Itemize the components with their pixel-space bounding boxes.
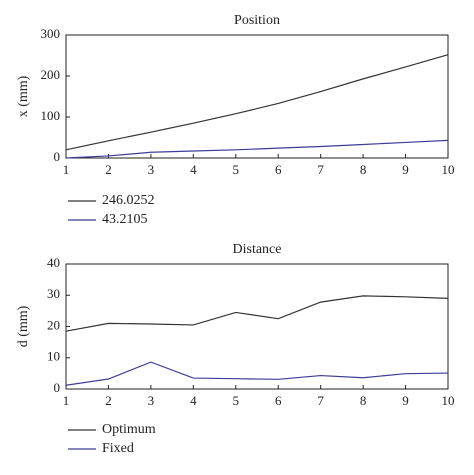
x-tick-label: 10 [442,162,455,177]
x-tick-label: 2 [105,162,112,177]
legend-label: Fixed [102,441,134,456]
series-line [65,361,449,386]
y-tick-label: 0 [54,380,61,395]
x-tick-label: 1 [63,162,70,177]
y-tick-label: 30 [47,286,60,301]
legend-label: 246.0252 [102,193,155,208]
y-tick-label: 300 [41,26,61,41]
x-tick-label: 10 [442,393,455,408]
x-tick-label: 9 [402,393,409,408]
legend-label: Optimum [102,422,156,437]
y-tick-label: 200 [41,67,61,82]
y-tick-label: 10 [47,349,60,364]
x-tick-label: 6 [275,393,282,408]
plot-frame [65,263,449,390]
x-tick-label: 3 [148,393,155,408]
x-tick-label: 8 [360,393,367,408]
x-tick-label: 6 [275,162,282,177]
x-tick-label: 1 [63,393,70,408]
chart-title: Distance [233,242,282,257]
x-tick-label: 9 [402,162,409,177]
legend-label: 43.2105 [102,212,148,227]
y-tick-label: 20 [47,317,60,332]
x-tick-label: 4 [190,393,197,408]
y-tick-label: 100 [41,108,61,123]
x-tick-label: 8 [360,162,367,177]
y-axis-label: x (mm) [16,75,31,117]
x-tick-label: 5 [233,162,240,177]
x-tick-label: 4 [190,162,197,177]
series-line [65,54,449,151]
y-axis-label: d (mm) [16,305,31,347]
x-tick-label: 3 [148,162,155,177]
chart-title: Position [234,13,280,28]
series-line [65,295,449,332]
series-line [65,139,449,159]
x-tick-label: 5 [233,393,240,408]
plot-frame [65,34,449,159]
x-tick-label: 7 [317,162,324,177]
x-tick-label: 7 [317,393,324,408]
y-tick-label: 40 [47,255,60,270]
y-tick-label: 0 [54,149,61,164]
x-tick-label: 2 [105,393,112,408]
